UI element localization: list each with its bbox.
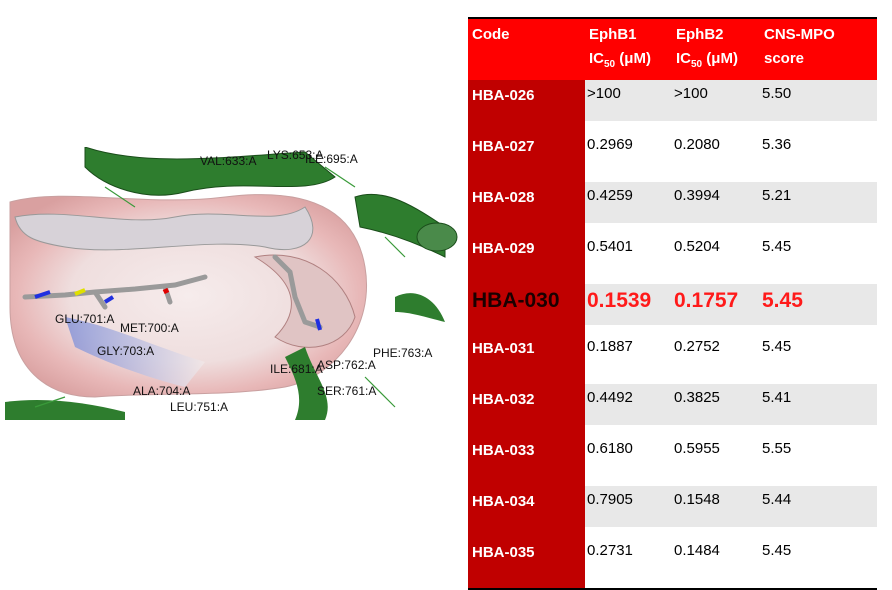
value-cell: >100 <box>585 80 672 131</box>
header-sub: 50 <box>604 59 616 70</box>
value-cell: 5.45 <box>762 338 792 355</box>
data-table: Code EphB1 IC50 (μM) EphB2 IC50 (μM) CNS-MPO s… <box>468 17 877 590</box>
table-row: HBA-028 0.4259 0.3994 5.21 <box>468 182 877 233</box>
value-cell: 0.5955 <box>674 440 720 457</box>
value-cell: 0.2752 <box>674 338 720 355</box>
table-row: HBA-031 0.1887 0.2752 5.45 <box>468 333 877 384</box>
compound-code: HBA-031 <box>468 333 585 384</box>
residue-label: GLY:703:A <box>97 344 154 358</box>
value-cell: 5.44 <box>760 486 877 537</box>
value-cell: 0.2969 <box>587 136 633 153</box>
header-name: Code <box>472 26 510 43</box>
header-name: EphB1 <box>589 26 637 43</box>
value-cell: 0.5204 <box>674 238 720 255</box>
table-row: HBA-026 >100 >100 5.50 <box>468 80 877 131</box>
value-cell: 0.1887 <box>587 338 633 355</box>
value-cell: 0.4492 <box>585 384 672 435</box>
header-row: Code EphB1 IC50 (μM) EphB2 IC50 (μM) CNS-MPO s… <box>468 18 877 80</box>
residue-label: ILE:681:A <box>270 362 323 376</box>
header-unit: score <box>764 50 805 67</box>
compound-code: HBA-034 <box>468 486 585 537</box>
value-cell: 5.55 <box>762 440 792 457</box>
residue-label: LYS:653:A <box>267 148 323 162</box>
value-cell: 0.6180 <box>587 440 633 457</box>
table-row: HBA-027 0.2969 0.2080 5.36 <box>468 131 877 182</box>
header-cell: EphB1 IC50 (μM) <box>585 18 672 80</box>
header-sub: 50 <box>691 59 703 70</box>
value-cell: 0.2080 <box>674 136 720 153</box>
value-cell: 5.45 <box>760 284 877 333</box>
header-ic: IC <box>589 50 604 67</box>
residue-label: LEU:751:A <box>170 400 228 414</box>
table-row: HBA-034 0.7905 0.1548 5.44 <box>468 486 877 537</box>
value-cell: 5.36 <box>762 136 792 153</box>
value-cell: 5.45 <box>762 542 792 559</box>
residue-label: SER:761:A <box>317 384 376 398</box>
header-unit-text: (μM) <box>619 50 651 67</box>
header-ic: IC <box>676 50 691 67</box>
value-cell: 0.2731 <box>587 542 633 559</box>
value-cell: 5.50 <box>760 80 877 131</box>
value-cell: 5.21 <box>760 182 877 233</box>
compound-code: HBA-035 <box>468 537 585 589</box>
compound-code: HBA-028 <box>468 182 585 233</box>
value-cell: 5.41 <box>760 384 877 435</box>
value-cell: 0.1757 <box>672 284 760 333</box>
table-row: HBA-033 0.6180 0.5955 5.55 <box>468 435 877 486</box>
residue-label: ILE:695:A <box>305 152 358 166</box>
header-name: CNS-MPO <box>764 26 835 43</box>
residue-label: ALA:704:A <box>133 384 190 398</box>
value-cell: 0.1548 <box>672 486 760 537</box>
compound-code: HBA-032 <box>468 384 585 435</box>
compound-code: HBA-029 <box>468 233 585 284</box>
value-cell: 0.3994 <box>672 182 760 233</box>
header-unit-text: (μM) <box>706 50 738 67</box>
residue-label: MET:700:A <box>120 321 179 335</box>
header-cell: Code <box>468 18 585 80</box>
residue-label: GLU:701:A <box>55 312 114 326</box>
value-cell: >100 <box>672 80 760 131</box>
residue-label: PHE:763:A <box>373 346 432 360</box>
compound-code: HBA-026 <box>468 80 585 131</box>
table-row: HBA-035 0.2731 0.1484 5.45 <box>468 537 877 589</box>
header-cell: CNS-MPO score <box>760 18 877 80</box>
compound-code: HBA-033 <box>468 435 585 486</box>
header-cell: EphB2 IC50 (μM) <box>672 18 760 80</box>
header-name: EphB2 <box>676 26 724 43</box>
table-row: HBA-029 0.5401 0.5204 5.45 <box>468 233 877 284</box>
compound-code: HBA-027 <box>468 131 585 182</box>
residue-label: VAL:633:A <box>200 154 256 168</box>
value-cell: 0.1484 <box>674 542 720 559</box>
value-cell: 0.3825 <box>672 384 760 435</box>
residue-label: ASP:762:A <box>317 358 376 372</box>
value-cell: 0.4259 <box>585 182 672 233</box>
header-unit: IC50 (μM) <box>676 47 756 77</box>
value-cell: 0.5401 <box>587 238 633 255</box>
value-cell: 5.45 <box>762 238 792 255</box>
value-cell: 0.7905 <box>585 486 672 537</box>
value-cell: 0.1539 <box>585 284 672 333</box>
table-row: HBA-030 0.1539 0.1757 5.45 <box>468 284 877 333</box>
table-row: HBA-032 0.4492 0.3825 5.41 <box>468 384 877 435</box>
header-unit: IC50 (μM) <box>589 47 668 77</box>
compound-code: HBA-030 <box>468 284 585 333</box>
